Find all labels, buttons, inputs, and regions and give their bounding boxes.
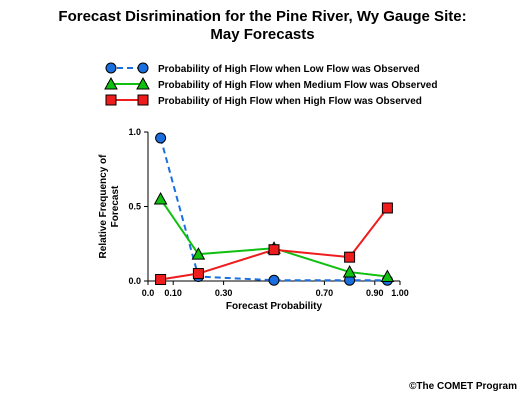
y-tick-label: 0.0 [128, 276, 141, 286]
legend-marker-start [105, 62, 117, 74]
copyright-text: ©The COMET Program [409, 381, 517, 392]
series-line [159, 137, 388, 282]
legend-label: Probability of High Flow when High Flow … [158, 96, 422, 107]
chart-title: Forecast Disrimination for the Pine Rive… [0, 8, 525, 44]
data-point [380, 269, 395, 283]
legend-item: Probability of High Flow when Low Flow w… [105, 62, 420, 75]
data-point [268, 244, 280, 256]
data-point [155, 132, 167, 144]
x-tick-label: 1.00 [391, 288, 409, 298]
chart-title-line1: Forecast Disrimination for the Pine Rive… [58, 8, 467, 25]
chart-legend: Probability of High Flow when Low Flow w… [104, 62, 437, 107]
data-point [342, 265, 357, 278]
x-axis-title: Forecast Probability [226, 301, 323, 312]
data-point [381, 202, 393, 214]
series-2-points [153, 192, 395, 283]
legend-marker-start [104, 76, 118, 90]
legend-label: Probability of High Flow when Medium Flo… [158, 80, 437, 91]
data-point [192, 268, 204, 280]
series-3-points [155, 202, 393, 286]
chart-title-line2: May Forecasts [210, 26, 315, 43]
y-axis-title-line1: Relative Frequency of [98, 154, 109, 259]
x-tick-label: 0.30 [215, 288, 233, 298]
data-point [344, 251, 356, 263]
series-1 [159, 137, 388, 282]
y-tick-label: 1.0 [128, 127, 141, 137]
y-axis-title: Relative Frequency ofForecast [98, 154, 121, 259]
legend-marker-end [137, 62, 149, 74]
legend-item: Probability of High Flow when High Flow … [105, 94, 422, 107]
x-tick-label: 0.10 [164, 288, 182, 298]
y-axis-title-line2: Forecast [110, 185, 121, 227]
legend-item: Probability of High Flow when Medium Flo… [104, 76, 437, 91]
series-1-points [155, 132, 393, 286]
y-tick-label: 0.5 [128, 202, 141, 212]
legend-marker-end [136, 76, 150, 90]
data-point [191, 247, 206, 260]
x-tick-label: 0.0 [142, 288, 155, 298]
data-point [268, 274, 280, 286]
data-point [153, 192, 168, 205]
x-tick-label: 0.90 [366, 288, 384, 298]
legend-label: Probability of High Flow when Low Flow w… [158, 64, 420, 75]
data-point [155, 274, 167, 286]
legend-marker-start [105, 94, 117, 106]
x-tick-label: 0.70 [316, 288, 334, 298]
legend-marker-end [137, 94, 149, 106]
